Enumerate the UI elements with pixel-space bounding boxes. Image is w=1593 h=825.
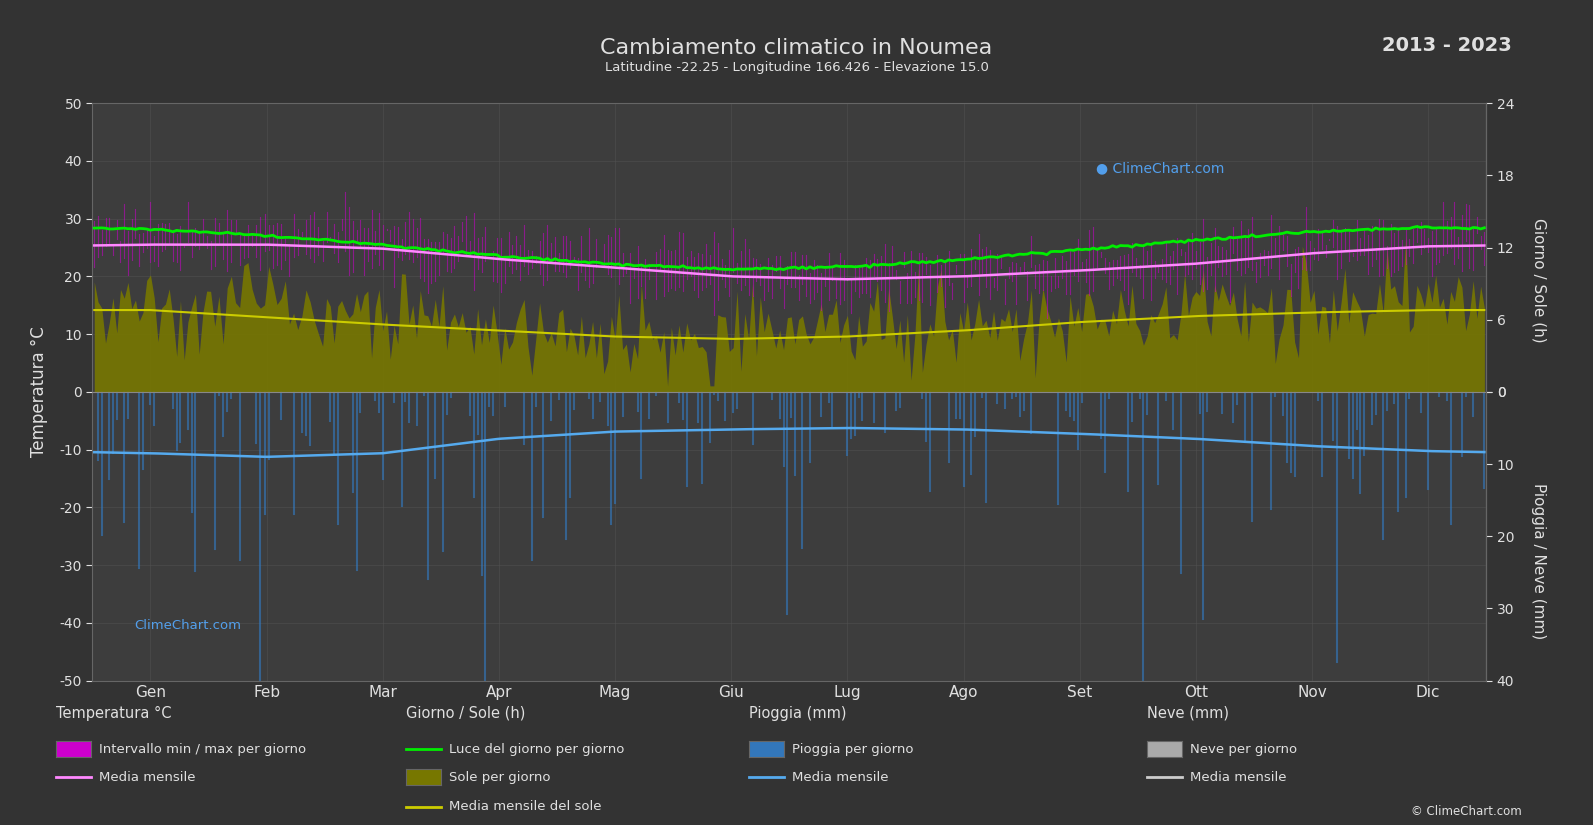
- Text: Media mensile del sole: Media mensile del sole: [449, 800, 602, 813]
- Y-axis label: Temperatura °C: Temperatura °C: [30, 327, 48, 457]
- Text: 2013 - 2023: 2013 - 2023: [1381, 35, 1512, 55]
- Text: Cambiamento climatico in Noumea: Cambiamento climatico in Noumea: [601, 38, 992, 58]
- Text: Pioggia (mm): Pioggia (mm): [749, 705, 846, 721]
- Text: © ClimeChart.com: © ClimeChart.com: [1410, 805, 1521, 818]
- Text: Sole per giorno: Sole per giorno: [449, 771, 551, 784]
- Text: Giorno / Sole (h): Giorno / Sole (h): [406, 705, 526, 721]
- Text: Media mensile: Media mensile: [1190, 771, 1287, 784]
- Text: Luce del giorno per giorno: Luce del giorno per giorno: [449, 742, 624, 756]
- Text: ClimeChart.com: ClimeChart.com: [134, 619, 241, 632]
- Text: Intervallo min / max per giorno: Intervallo min / max per giorno: [99, 742, 306, 756]
- Text: Pioggia per giorno: Pioggia per giorno: [792, 742, 913, 756]
- Text: Media mensile: Media mensile: [99, 771, 196, 784]
- Text: ● ClimeChart.com: ● ClimeChart.com: [1096, 162, 1225, 176]
- Text: Pioggia / Neve (mm): Pioggia / Neve (mm): [1531, 483, 1547, 639]
- Text: Temperatura °C: Temperatura °C: [56, 705, 172, 721]
- Text: Media mensile: Media mensile: [792, 771, 889, 784]
- Text: Neve per giorno: Neve per giorno: [1190, 742, 1297, 756]
- Text: Giorno / Sole (h): Giorno / Sole (h): [1531, 218, 1547, 343]
- Text: Latitudine -22.25 - Longitudine 166.426 - Elevazione 15.0: Latitudine -22.25 - Longitudine 166.426 …: [605, 61, 988, 74]
- Text: Neve (mm): Neve (mm): [1147, 705, 1228, 721]
